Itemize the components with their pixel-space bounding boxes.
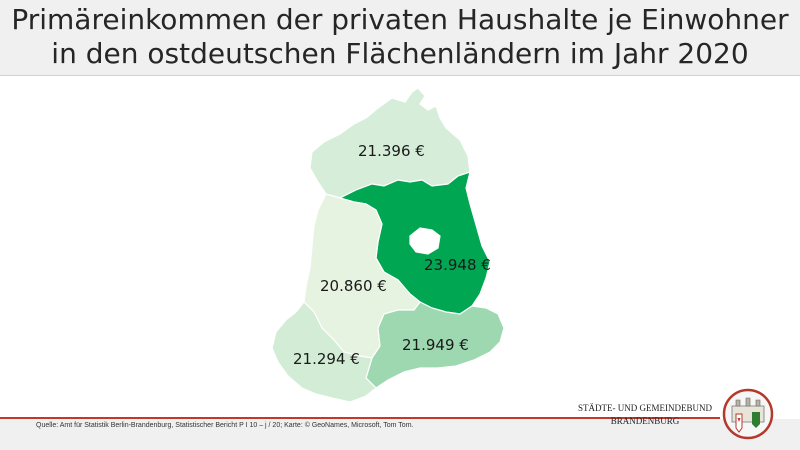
region-thueringen [271,301,377,403]
organization-name-line-2: BRANDENBURG [610,416,680,426]
region-sachsen [365,301,505,389]
label-thueringen: 21.294 € [293,350,360,368]
label-mecklenburg-vorpommern: 21.396 € [358,142,425,160]
source-note: Quelle: Amt für Statistik Berlin-Branden… [36,422,414,429]
label-sachsen: 21.949 € [402,336,469,354]
map-svg [271,87,505,403]
organization-name: STÄDTE- UND GEMEINDEBUND BRANDENBURG [545,402,745,428]
organization-name-line-1: STÄDTE- UND GEMEINDEBUND [578,403,712,413]
map: 21.396 € 23.948 € 20.860 € 21.949 € 21.2… [0,76,800,406]
label-brandenburg: 23.948 € [424,256,491,274]
footer-accent-line [0,417,720,419]
label-sachsen-anhalt: 20.860 € [320,277,387,295]
title-line-2: in den ostdeutschen Flächenländern im Ja… [51,37,749,70]
coat-of-arms-logo [722,388,774,440]
title-line-1: Primäreinkommen der privaten Haushalte j… [11,3,789,36]
title-bar: Primäreinkommen der privaten Haushalte j… [0,0,800,76]
footer [0,419,800,450]
